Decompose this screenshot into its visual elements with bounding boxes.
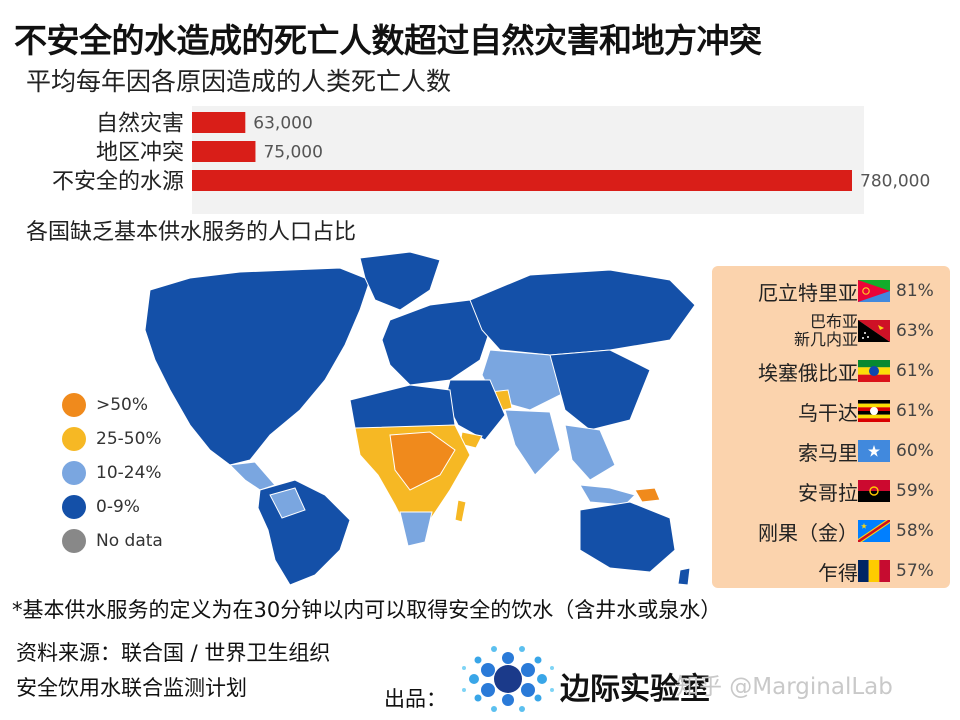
country-percent: 60%: [896, 441, 934, 461]
ethiopia-flag-icon: [858, 360, 890, 382]
country-percent: 61%: [896, 361, 934, 381]
bar-value-label: 75,000: [263, 143, 322, 163]
legend-label: No data: [96, 531, 163, 551]
legend-swatch: [62, 461, 86, 485]
country-percent: 61%: [896, 401, 934, 421]
map-north-africa: [349, 384, 456, 431]
map-papua-new-guinea: [634, 487, 661, 503]
chart-title: 不安全的水造成的死亡人数超过自然灾害和地方冲突: [14, 21, 762, 60]
bar: [192, 141, 256, 162]
map-south-america-north: [269, 487, 306, 519]
legend-item-over-50: >50%: [62, 391, 148, 419]
table-row: 索马里 60%: [712, 431, 950, 471]
map-australia: [579, 501, 676, 573]
bar: [192, 112, 246, 133]
papua-new-guinea-flag-icon: [858, 320, 890, 342]
map-europe: [381, 299, 491, 386]
bar: [192, 170, 852, 191]
legend-item-25-50: 25-50%: [62, 425, 162, 453]
source-line-1: 资料来源：联合国 / 世界卫生组织: [16, 641, 331, 665]
table-row: 埃塞俄比亚 61%: [712, 351, 950, 391]
bar-category-label: 不安全的水源: [52, 170, 184, 195]
map-north-america: [144, 267, 371, 466]
legend-swatch: [62, 393, 86, 417]
table-row: 安哥拉 59%: [712, 471, 950, 511]
table-row: 巴布亚 新几内亚 63%: [712, 311, 950, 351]
chart-subtitle: 平均每年因各原因造成的人类死亡人数: [26, 67, 452, 96]
legend-label: >50%: [96, 395, 149, 415]
table-row: 刚果（金） 58%: [712, 511, 950, 551]
map-russia: [469, 269, 696, 356]
country-percent: 59%: [896, 481, 934, 501]
map-southeast-asia: [564, 424, 616, 481]
country-name: 索马里: [798, 440, 858, 465]
country-name: 乌干达: [798, 400, 858, 425]
chad-flag-icon: [858, 560, 890, 582]
marginal-lab-logo-icon: [462, 646, 554, 712]
source-line-2: 安全饮用水联合监测计划: [16, 676, 247, 700]
legend-item-no-data: No data: [62, 527, 163, 555]
dr-congo-flag-icon: [858, 520, 890, 542]
country-percent: 57%: [896, 561, 934, 581]
map-south-asia: [504, 409, 561, 476]
map-china: [549, 349, 651, 431]
country-name-text: 巴布亚 新几内亚: [793, 312, 858, 349]
table-row: 乌干达 61%: [712, 391, 950, 431]
bar-category-label: 地区冲突: [96, 141, 184, 166]
map-new-zealand: [677, 567, 691, 586]
map-title: 各国缺乏基本供水服务的人口占比: [26, 220, 357, 245]
table-row: 乍得 57%: [712, 551, 950, 591]
legend-label: 0-9%: [96, 497, 140, 517]
top-countries-table: 厄立特里亚 81% 巴布亚 新几内亚 63% 埃塞俄比亚 61% 乌干达: [712, 266, 950, 588]
bar-category-label: 自然灾害: [96, 112, 184, 137]
eritrea-flag-icon: [858, 280, 890, 302]
legend-label: 10-24%: [96, 463, 162, 483]
country-name: 刚果（金）: [758, 520, 858, 545]
country-name: 埃塞俄比亚: [758, 360, 858, 385]
country-percent: 58%: [896, 521, 934, 541]
country-name: 安哥拉: [798, 480, 858, 505]
bar-value-label: 63,000: [253, 114, 312, 134]
deaths-bar-chart: 自然灾害 63,000 地区冲突 75,000 不安全的水源 780,000: [52, 106, 930, 214]
angola-flag-icon: [858, 480, 890, 502]
map-indonesia: [579, 484, 636, 506]
legend-label: 25-50%: [96, 429, 162, 449]
uganda-flag-icon: [858, 400, 890, 422]
legend-swatch: [62, 427, 86, 451]
legend-item-10-24: 10-24%: [62, 459, 162, 487]
country-percent: 63%: [896, 321, 934, 341]
map-africa-high: [389, 431, 456, 491]
legend-swatch: [62, 529, 86, 553]
map-central-america: [228, 461, 276, 491]
map-greenland: [359, 251, 441, 311]
legend-swatch: [62, 495, 86, 519]
map-southern-africa: [399, 511, 433, 547]
lab-name: 边际实验室: [560, 672, 710, 707]
producer-label: 出品：: [384, 687, 447, 711]
table-row: 厄立特里亚 81%: [712, 271, 950, 311]
bar-value-label: 780,000: [860, 172, 930, 192]
country-name: 乍得: [818, 560, 858, 585]
bar-chart-background: [192, 106, 864, 214]
legend-item-0-9: 0-9%: [62, 493, 140, 521]
somalia-flag-icon: [858, 440, 890, 462]
footnote: *基本供水服务的定义为在30分钟以内可以取得安全的饮水（含井水或泉水）: [12, 598, 722, 622]
world-map: [144, 251, 696, 586]
map-madagascar: [454, 499, 467, 523]
country-name: 巴布亚 新几内亚: [794, 311, 858, 351]
watermark-text: 知乎 @MarginalLab: [676, 674, 893, 700]
country-name: 厄立特里亚: [758, 280, 858, 305]
country-percent: 81%: [896, 281, 934, 301]
